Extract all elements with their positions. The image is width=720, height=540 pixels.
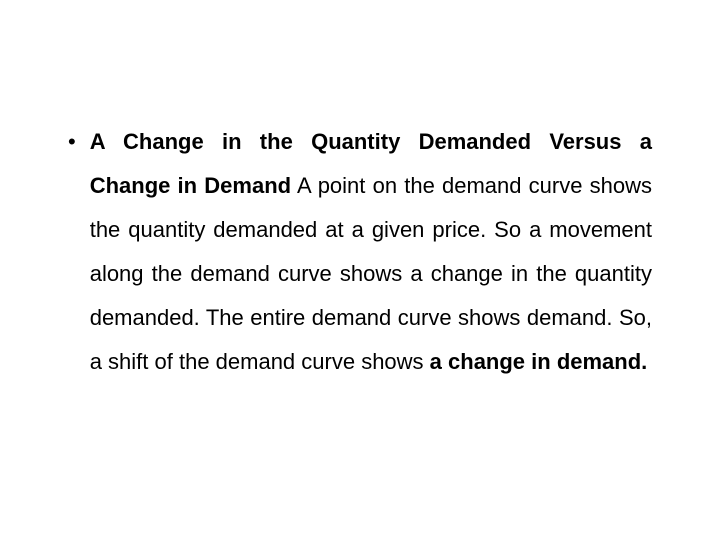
bullet-marker: • (68, 120, 76, 164)
body-text: A point on the demand curve shows the qu… (90, 173, 652, 374)
slide-text-content: A Change in the Quantity Demanded Versus… (90, 120, 652, 384)
bold-ending: a change in demand. (430, 349, 648, 374)
bullet-list-item: • A Change in the Quantity Demanded Vers… (68, 120, 652, 384)
